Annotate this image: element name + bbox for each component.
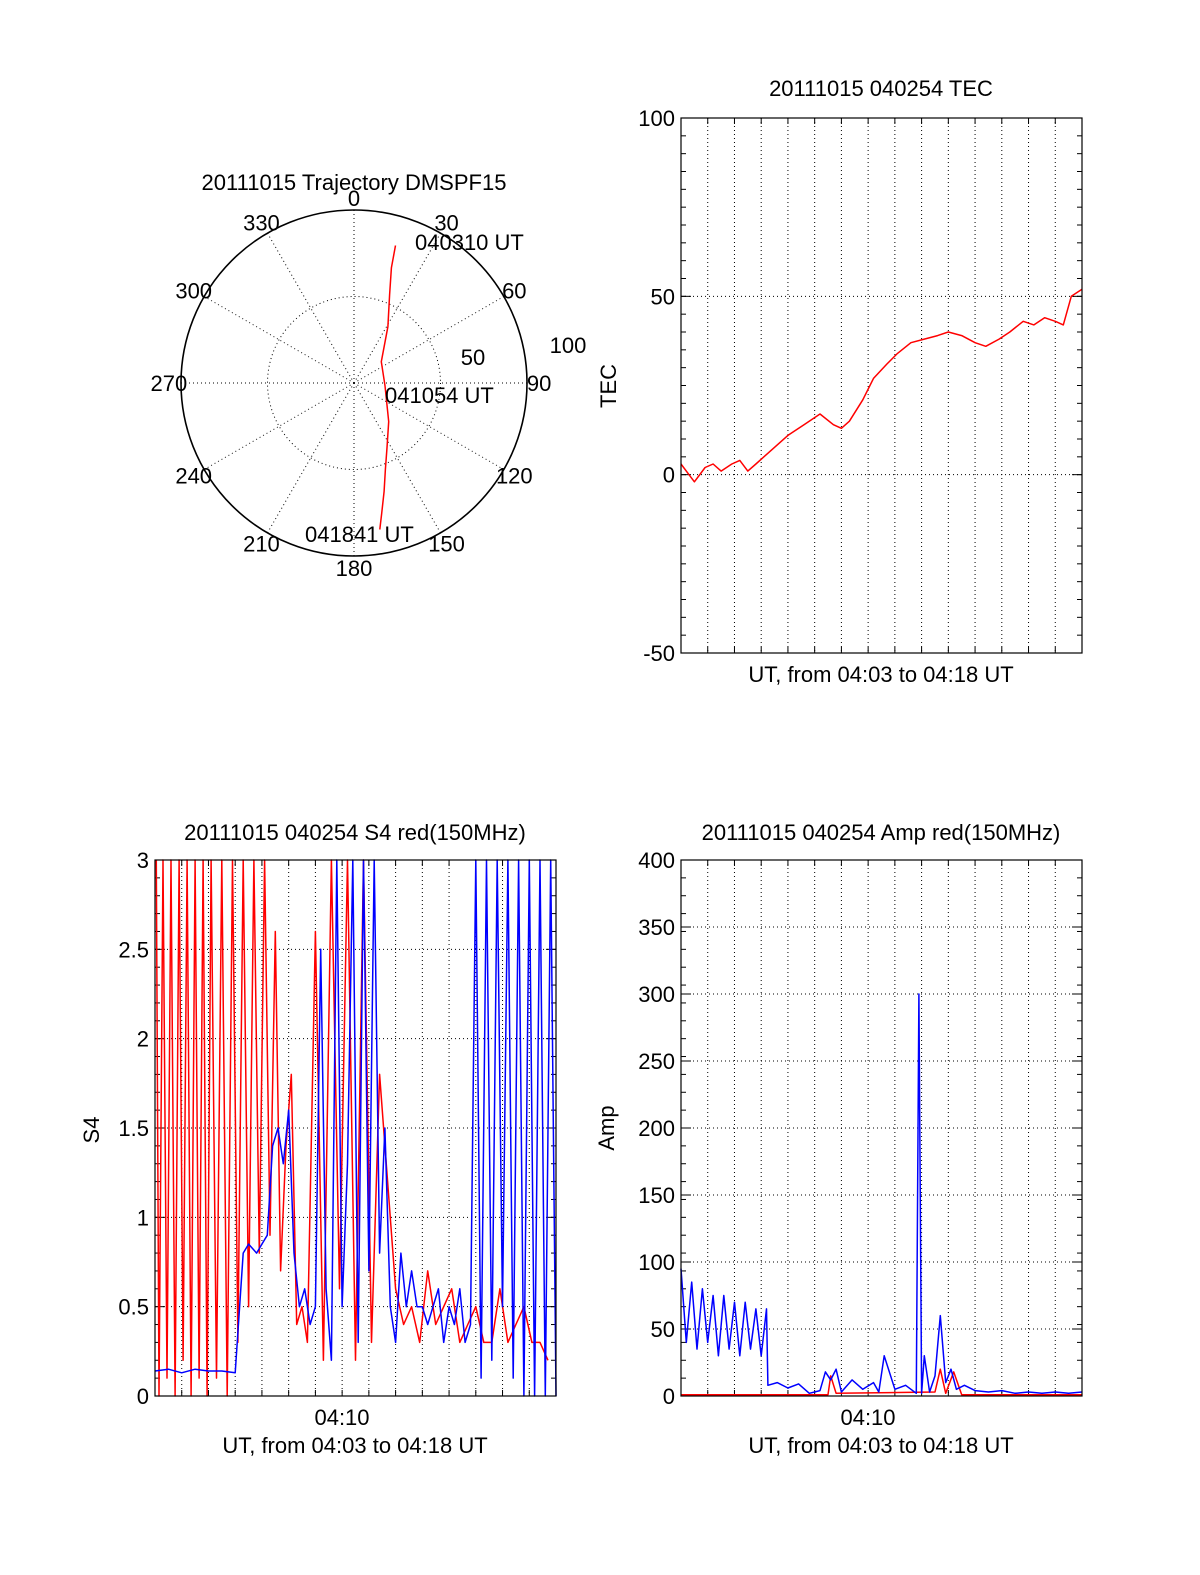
s4-y-tick-label: 1: [137, 1205, 149, 1230]
polar-plot-area: 0 30 60 90 120 150 180 210 240 270 300 330 50 100 0403…: [151, 186, 587, 581]
s4-x-tick-label: 04:10: [314, 1405, 369, 1430]
s4-panel: 20111015 040254 S4 red(150MHz) 04:10 UT,…: [79, 820, 557, 1458]
polar-azimuth-label: 150: [428, 531, 465, 556]
polar-radial-label: 100: [550, 333, 587, 358]
polar-trajectory-panel: 20111015 Trajectory DMSPF15 0 30 60 90 120 15…: [151, 170, 587, 581]
s4-frame: [154, 859, 557, 1397]
polar-outer-circle: [180, 209, 528, 557]
polar-spoke: [353, 232, 441, 384]
polar-azimuth-label: 330: [243, 211, 280, 236]
s4-series-0-line: [155, 859, 549, 1397]
tec-y-tick-label: 100: [638, 106, 675, 131]
amp-y-tick-label: 200: [638, 1116, 675, 1141]
polar-azimuth-label: 270: [151, 371, 188, 396]
tec-y-tick-label: -50: [643, 641, 675, 666]
s4-y-tick-label: 0.5: [118, 1295, 149, 1320]
amp-x-tick-label: 04:10: [840, 1405, 895, 1430]
tec-y-tick-label: 50: [651, 284, 675, 309]
polar-spoke: [353, 382, 441, 534]
polar-spoke: [267, 232, 355, 384]
amp-title: 20111015 040254 Amp red(150MHz): [702, 820, 1061, 845]
polar-spoke: [203, 382, 355, 470]
polar-azimuth-label: 60: [502, 278, 526, 303]
polar-time-annotation: 041054 UT: [385, 383, 494, 408]
polar-time-annotation: 040310 UT: [415, 230, 524, 255]
tec-series-0-line: [680, 288, 1083, 483]
amp-plot-area: 0 50 100 150 200 250 300 350 400: [638, 848, 1083, 1409]
s4-y-tick-label: 0: [137, 1384, 149, 1409]
tec-y-axis-label: TEC: [596, 364, 621, 408]
amp-y-tick-label: 350: [638, 915, 675, 940]
polar-azimuth-label: 120: [496, 464, 533, 489]
s4-y-tick-label: 3: [137, 848, 149, 873]
tec-plot-area: -50 0 50 100: [638, 106, 1083, 666]
polar-azimuth-label: 180: [336, 556, 373, 581]
s4-y-tick-label: 2: [137, 1027, 149, 1052]
polar-azimuth-label: 240: [175, 464, 212, 489]
amp-y-tick-label: 400: [638, 848, 675, 873]
amp-y-axis-label: Amp: [594, 1105, 619, 1150]
amp-x-axis-label: UT, from 04:03 to 04:18 UT: [748, 1433, 1013, 1458]
polar-ring: [267, 296, 441, 470]
s4-y-tick-label: 1.5: [118, 1116, 149, 1141]
polar-spoke: [353, 296, 505, 384]
amp-frame: [680, 859, 1083, 1397]
polar-trajectory-line: [379, 245, 397, 530]
tec-frame: [680, 117, 1083, 654]
amp-series-0-line: [681, 1368, 1082, 1396]
amp-y-tick-label: 250: [638, 1049, 675, 1074]
amp-y-tick-label: 50: [651, 1317, 675, 1342]
polar-spoke: [203, 296, 355, 384]
amp-y-tick-label: 150: [638, 1183, 675, 1208]
amp-series-1-line: [680, 993, 1083, 1395]
tec-title: 20111015 040254 TEC: [769, 76, 993, 101]
polar-azimuth-label: 90: [527, 371, 551, 396]
polar-azimuth-label: 210: [243, 531, 280, 556]
tec-y-tick-label: 0: [663, 463, 675, 488]
amp-y-tick-label: 0: [663, 1384, 675, 1409]
tec-panel: 20111015 040254 TEC UT, from 04:03 to 04…: [596, 76, 1083, 687]
tec-x-axis-label: UT, from 04:03 to 04:18 UT: [748, 662, 1013, 687]
polar-title: 20111015 Trajectory DMSPF15: [202, 170, 507, 195]
s4-plot-area: 0 0.5 1 1.5 2 2.5 3: [118, 848, 557, 1409]
polar-spoke: [267, 382, 355, 534]
s4-title: 20111015 040254 S4 red(150MHz): [184, 820, 526, 845]
s4-series-1-line: [154, 859, 557, 1397]
polar-radial-label: 50: [461, 345, 485, 370]
s4-y-tick-label: 2.5: [118, 937, 149, 962]
polar-azimuth-label: 30: [434, 211, 458, 236]
polar-spoke: [353, 382, 505, 470]
polar-time-annotation: 041841 UT: [305, 522, 414, 547]
s4-x-axis-label: UT, from 04:03 to 04:18 UT: [222, 1433, 487, 1458]
amp-panel: 20111015 040254 Amp red(150MHz) 04:10 UT…: [594, 820, 1083, 1458]
polar-azimuth-label: 0: [348, 186, 360, 211]
amp-y-tick-label: 100: [638, 1250, 675, 1275]
polar-azimuth-label: 300: [175, 278, 212, 303]
s4-y-axis-label: S4: [79, 1117, 104, 1144]
amp-y-tick-label: 300: [638, 982, 675, 1007]
